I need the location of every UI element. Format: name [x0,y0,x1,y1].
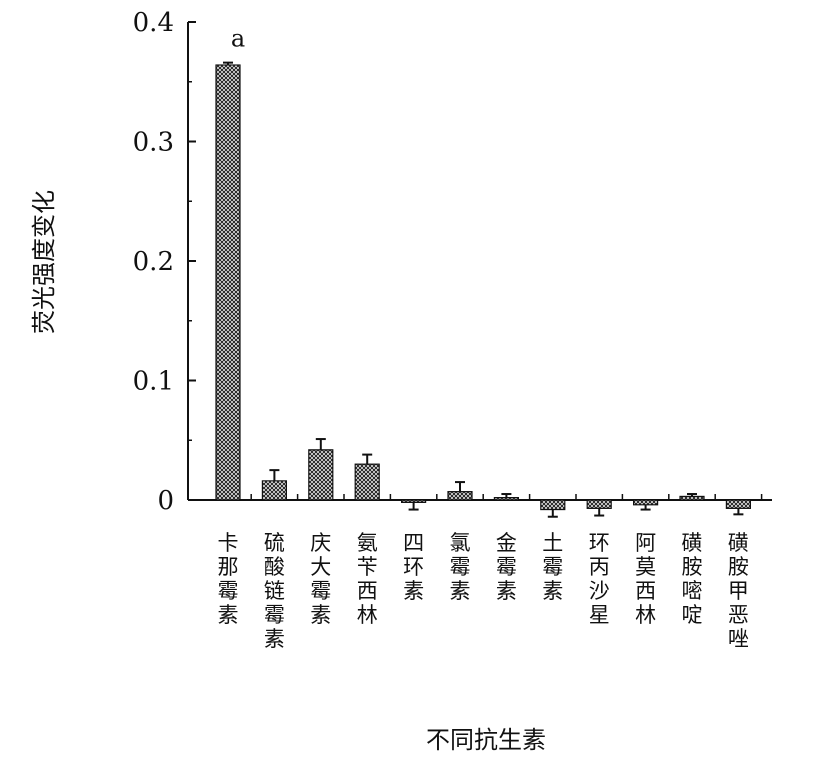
error-bar [362,453,373,465]
category-label: 氯霉素 [450,531,471,603]
y-axis: 0 0.1 0.2 0.3 0.4 [133,8,196,516]
y-tick-label: 0.3 [133,128,174,158]
category-label: 金霉素 [496,531,517,603]
bar [215,64,241,501]
annotations: a [231,25,245,53]
error-bar [223,61,233,66]
error-bar [547,509,558,518]
error-bar [640,504,651,511]
category-label: 硫酸链霉素 [264,531,285,651]
category-label: 卡那霉素 [218,531,239,627]
category-label: 庆大霉素 [310,531,331,627]
bar [401,499,427,503]
x-axis-title: 不同抗生素 [426,726,546,754]
y-tick-label: 0.1 [133,367,174,397]
bar [679,495,705,501]
category-labels: 卡那霉素 硫酸链霉素 庆大霉素 氨苄西林 四环素 氯霉素 金霉素 土霉素 环丙沙星 阿莫西林 磺胺嘧… [218,531,749,651]
bar [586,499,612,509]
category-label: 土霉素 [542,531,563,603]
category-label: 四环素 [403,531,424,603]
bar [725,499,752,509]
bar [632,499,659,506]
bar [354,463,380,501]
error-bar [269,469,280,481]
error-bar [687,493,697,497]
error-bars [223,61,744,518]
y-tick-label: 0.2 [133,247,174,277]
error-bar [408,502,419,511]
bar [493,497,519,501]
bar [308,449,334,501]
error-bar [455,481,465,492]
error-bar [315,438,326,450]
category-label: 氨苄西林 [357,531,378,627]
error-bar [501,493,512,498]
bar [261,480,287,501]
category-label: 磺胺嘧啶 [682,531,703,627]
y-tick-label: 0.4 [133,8,174,38]
bar [447,491,473,501]
error-bar [594,508,605,517]
significance-label: a [231,25,245,53]
y-axis-title: 荧光强度变化 [30,190,58,334]
category-label: 环丙沙星 [589,531,610,627]
category-label: 阿莫西林 [635,531,656,627]
bars [215,64,752,511]
category-label: 磺胺甲恶唑 [728,531,749,651]
y-tick-label: 0 [157,486,174,516]
bar [540,499,566,511]
error-bar [733,508,744,516]
